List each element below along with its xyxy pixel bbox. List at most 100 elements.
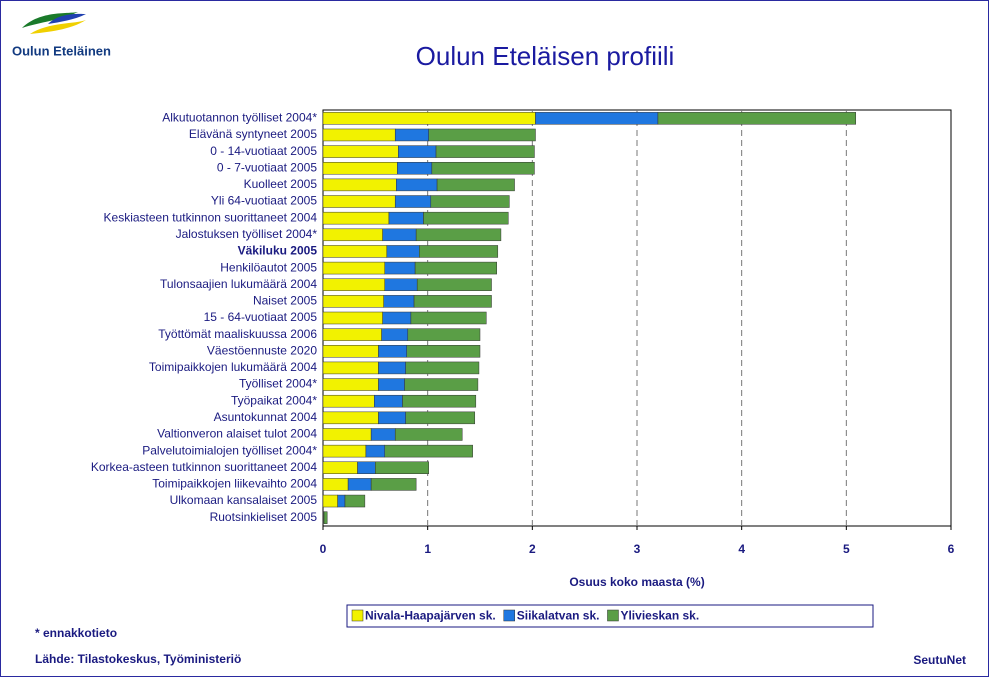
bar-segment bbox=[431, 161, 535, 175]
y-tick-label: Henkilöautot 2005 bbox=[220, 260, 317, 274]
bar-segment bbox=[337, 494, 346, 508]
bar-segment bbox=[370, 478, 417, 491]
bar-segment bbox=[322, 278, 386, 291]
bar-segment bbox=[322, 311, 383, 325]
bar-segment bbox=[388, 211, 424, 225]
bar-segment bbox=[322, 245, 388, 258]
y-tick-label: Ruotsinkieliset 2005 bbox=[210, 510, 318, 524]
bar-segment bbox=[322, 211, 390, 225]
logo: Oulun Eteläinen bbox=[12, 12, 111, 58]
bar-segment bbox=[322, 178, 397, 192]
y-tick-label: Työpaikat 2004* bbox=[231, 393, 317, 407]
bar-segment bbox=[322, 361, 379, 375]
bar-segment bbox=[394, 128, 429, 142]
bar-segment bbox=[357, 461, 376, 475]
bar-segment bbox=[322, 128, 396, 142]
bar-segment bbox=[382, 228, 417, 242]
y-tick-label: Ulkomaan kansalaiset 2005 bbox=[170, 493, 318, 507]
bar-segment bbox=[396, 178, 438, 192]
y-tick-label: 0 - 14-vuotiaat 2005 bbox=[210, 144, 317, 158]
bar-segment bbox=[384, 278, 418, 291]
bar-segment bbox=[405, 411, 476, 425]
x-tick-label: 4 bbox=[738, 542, 745, 556]
y-tick-label: Korkea-asteen tutkinnon suorittaneet 200… bbox=[91, 460, 317, 474]
bar-segment bbox=[378, 411, 406, 425]
bar-segment bbox=[374, 394, 403, 408]
chart-title: Oulun Eteläisen profiili bbox=[416, 41, 675, 71]
y-tick-label: Toimipaikkojen liikevaihto 2004 bbox=[152, 477, 317, 491]
bar-segment bbox=[428, 128, 536, 142]
logo-swoosh bbox=[30, 20, 86, 34]
bar-segment bbox=[322, 261, 386, 275]
bar-segment bbox=[386, 245, 420, 258]
legend-swatch bbox=[607, 609, 619, 622]
bar-segment bbox=[436, 178, 515, 192]
bar-segment bbox=[657, 112, 857, 125]
bar-segment bbox=[322, 228, 383, 242]
y-tick-label: Väkiluku 2005 bbox=[238, 244, 318, 258]
bar-segment bbox=[405, 361, 480, 375]
bar-segment bbox=[397, 161, 433, 175]
bar-segment bbox=[322, 394, 375, 408]
bar-segment bbox=[322, 145, 399, 158]
bar-segment bbox=[322, 428, 372, 441]
bar-segment bbox=[365, 444, 386, 458]
note: * ennakkotieto bbox=[35, 626, 117, 640]
bar-segment bbox=[322, 378, 379, 391]
bar-segment bbox=[402, 394, 477, 408]
bar-segment bbox=[398, 145, 437, 158]
y-tick-label: Elävänä syntyneet 2005 bbox=[189, 127, 317, 141]
bar-segment bbox=[322, 161, 398, 175]
legend-label: Ylivieskan sk. bbox=[620, 609, 699, 623]
y-tick-label: Tulonsaajien lukumäärä 2004 bbox=[160, 277, 317, 291]
bar-segment bbox=[375, 461, 429, 475]
legend-label: Nivala-Haapajärven sk. bbox=[365, 609, 496, 623]
x-axis-label: Osuus koko maasta (%) bbox=[569, 575, 704, 589]
bar-segment bbox=[419, 245, 499, 258]
bar-segment bbox=[410, 311, 487, 325]
bar-segment bbox=[378, 345, 407, 358]
bar-segment bbox=[407, 328, 481, 341]
logo-text: Oulun Eteläinen bbox=[12, 43, 111, 58]
bar-segment bbox=[394, 195, 432, 208]
bar-segment bbox=[378, 361, 406, 375]
bar-segment bbox=[414, 261, 497, 275]
y-tick-label: Naiset 2005 bbox=[253, 294, 317, 308]
bar-segment bbox=[384, 444, 473, 458]
x-tick-label: 2 bbox=[529, 542, 536, 556]
bar-segment bbox=[322, 461, 358, 475]
bar-segment bbox=[381, 328, 409, 341]
bar-segment bbox=[423, 211, 509, 225]
bar-segment bbox=[322, 195, 396, 208]
bar-segment bbox=[394, 428, 463, 441]
y-tick-label: Toimipaikkojen lukumäärä 2004 bbox=[149, 360, 317, 374]
y-tick-label: Työttömät maaliskuussa 2006 bbox=[158, 327, 317, 341]
y-tick-label: Työlliset 2004* bbox=[239, 377, 317, 391]
bar-segment bbox=[323, 511, 328, 524]
y-tick-label: Keskiasteen tutkinnon suorittaneet 2004 bbox=[104, 210, 318, 224]
bar-segment bbox=[382, 311, 412, 325]
logo-swoosh bbox=[48, 13, 86, 24]
bar-segment bbox=[322, 295, 384, 308]
y-tick-label: Kuolleet 2005 bbox=[244, 177, 318, 191]
bar-segment bbox=[344, 494, 366, 508]
bar-segment bbox=[383, 295, 415, 308]
y-tick-label: Yli 64-vuotiaat 2005 bbox=[211, 194, 317, 208]
x-tick-label: 6 bbox=[948, 542, 955, 556]
bar-segment bbox=[347, 478, 372, 491]
bar-segment bbox=[413, 295, 492, 308]
y-tick-label: 15 - 64-vuotiaat 2005 bbox=[204, 310, 318, 324]
x-tick-label: 5 bbox=[843, 542, 850, 556]
y-tick-label: 0 - 7-vuotiaat 2005 bbox=[217, 160, 317, 174]
brand: SeutuNet bbox=[913, 653, 966, 667]
y-tick-label: Valtionveron alaiset tulot 2004 bbox=[157, 427, 317, 441]
bar-segment bbox=[384, 261, 416, 275]
y-tick-label: Jalostuksen työlliset 2004* bbox=[176, 227, 318, 241]
legend-label: Siikalatvan sk. bbox=[517, 609, 600, 623]
x-tick-label: 0 bbox=[320, 542, 327, 556]
x-tick-label: 3 bbox=[634, 542, 641, 556]
bar-segment bbox=[322, 328, 382, 341]
y-tick-label: Palvelutoimialojen työlliset 2004* bbox=[142, 443, 317, 457]
legend-swatch bbox=[351, 609, 364, 622]
